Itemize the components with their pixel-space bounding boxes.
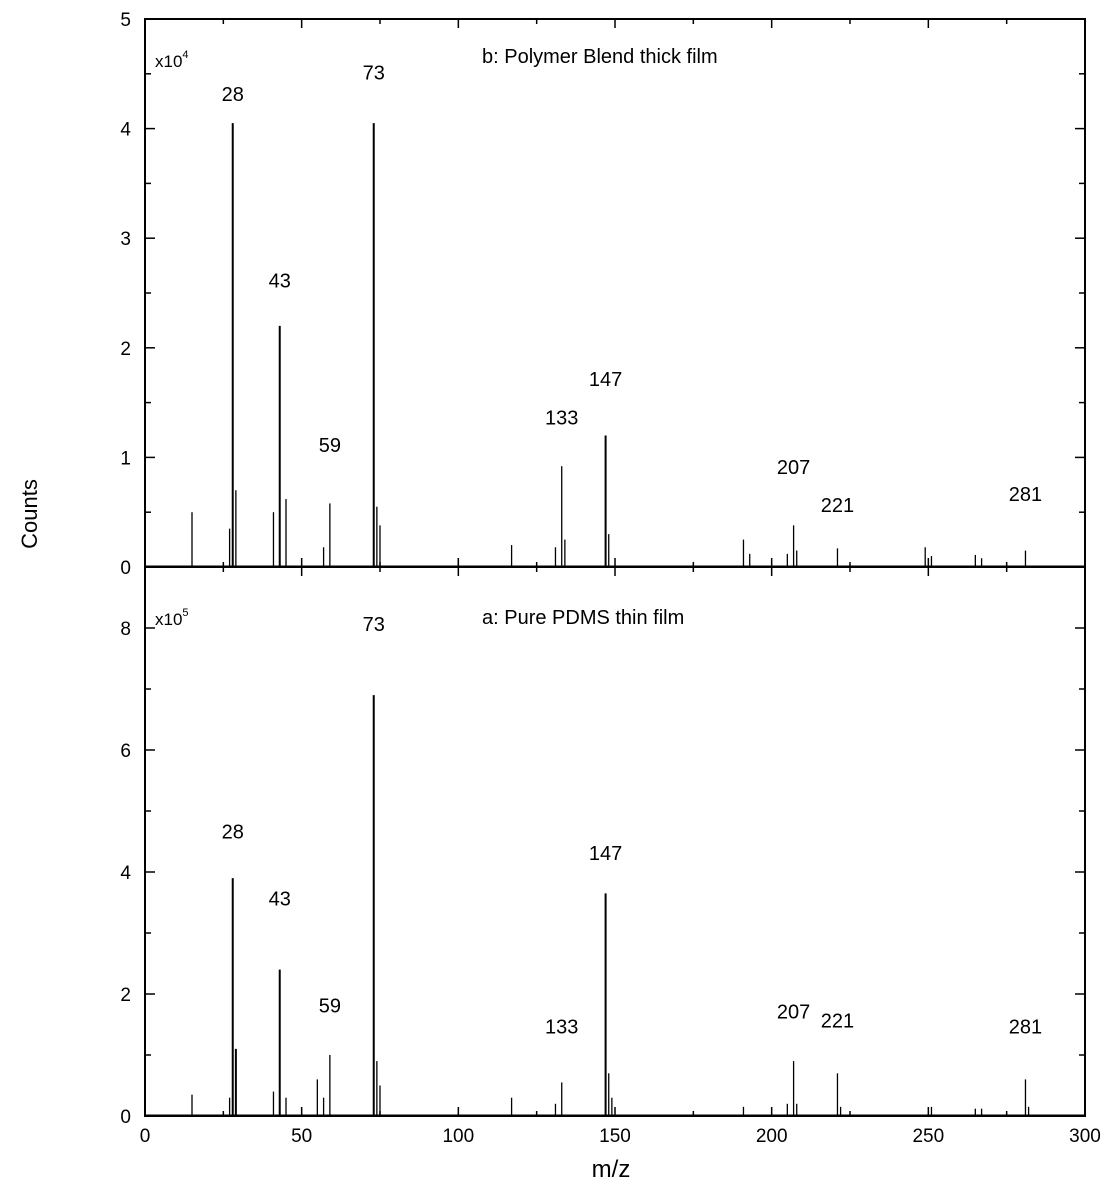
chart-text: b: Polymer Blend thick film a: Pure PDMS… [17,10,1101,1183]
panel-b-frame [144,18,1086,568]
panel-b-ytick-label: 4 [120,120,131,141]
panel-a-ytick-label: 4 [120,863,131,884]
x-tick-label: 0 [140,1126,151,1147]
panel-b-title: b: Polymer Blend thick film [482,46,718,68]
panel-a-title: a: Pure PDMS thin film [482,607,684,629]
panel-b-peak-label: 43 [269,271,291,293]
panel-b-peak-label: 147 [589,369,622,391]
x-axis-title: m/z [592,1156,631,1183]
panel-b-ytick-label: 5 [120,10,131,31]
panel-a-peak-label: 281 [1009,1017,1042,1039]
chart-marks [145,123,1085,1116]
panel-a-frame [144,566,1086,1117]
panel-b-peak-label: 207 [777,457,810,479]
panel-b-ytick-label: 0 [120,558,131,579]
panel-b-ytick-label: 2 [120,339,131,360]
panel-a-peak-label: 207 [777,1001,810,1023]
panel-a-ytick-label: 6 [120,741,131,762]
panel-a-scale-label: x105 [155,607,189,629]
x-tick-label: 150 [599,1126,631,1147]
panel-b-ytick-label: 1 [120,448,131,469]
y-axis-title: Counts [17,479,42,549]
x-tick-label: 200 [756,1126,788,1147]
panel-a-ytick-label: 8 [120,619,131,640]
panel-b-peak-label: 28 [222,84,244,106]
panel-a-peak-label: 28 [222,821,244,843]
x-tick-label: 50 [291,1126,312,1147]
panel-a-peak-label: 147 [589,843,622,865]
panel-a-ytick-label: 2 [120,985,131,1006]
x-tick-label: 300 [1069,1126,1101,1147]
x-tick-label: 100 [442,1126,474,1147]
panel-a-peak-label: 43 [269,889,291,911]
panel-a-peak-label: 59 [319,995,341,1017]
panel-b-scale-label: x104 [155,49,189,71]
panel-b-peak-label: 59 [319,435,341,457]
panel-b-peak-label: 133 [545,408,578,430]
panel-a-ytick-label: 0 [120,1107,131,1128]
panel-a-peak-label: 221 [821,1011,854,1033]
x-tick-label: 250 [912,1126,944,1147]
panel-a-peak-label: 133 [545,1017,578,1039]
panel-b-peak-label: 73 [363,62,385,84]
axes [144,18,1086,1117]
panel-b-peak-label: 281 [1009,484,1042,506]
panel-a-peak-label: 73 [363,614,385,636]
panel-b-ytick-label: 3 [120,229,131,250]
panel-b-peak-label: 221 [821,495,854,517]
